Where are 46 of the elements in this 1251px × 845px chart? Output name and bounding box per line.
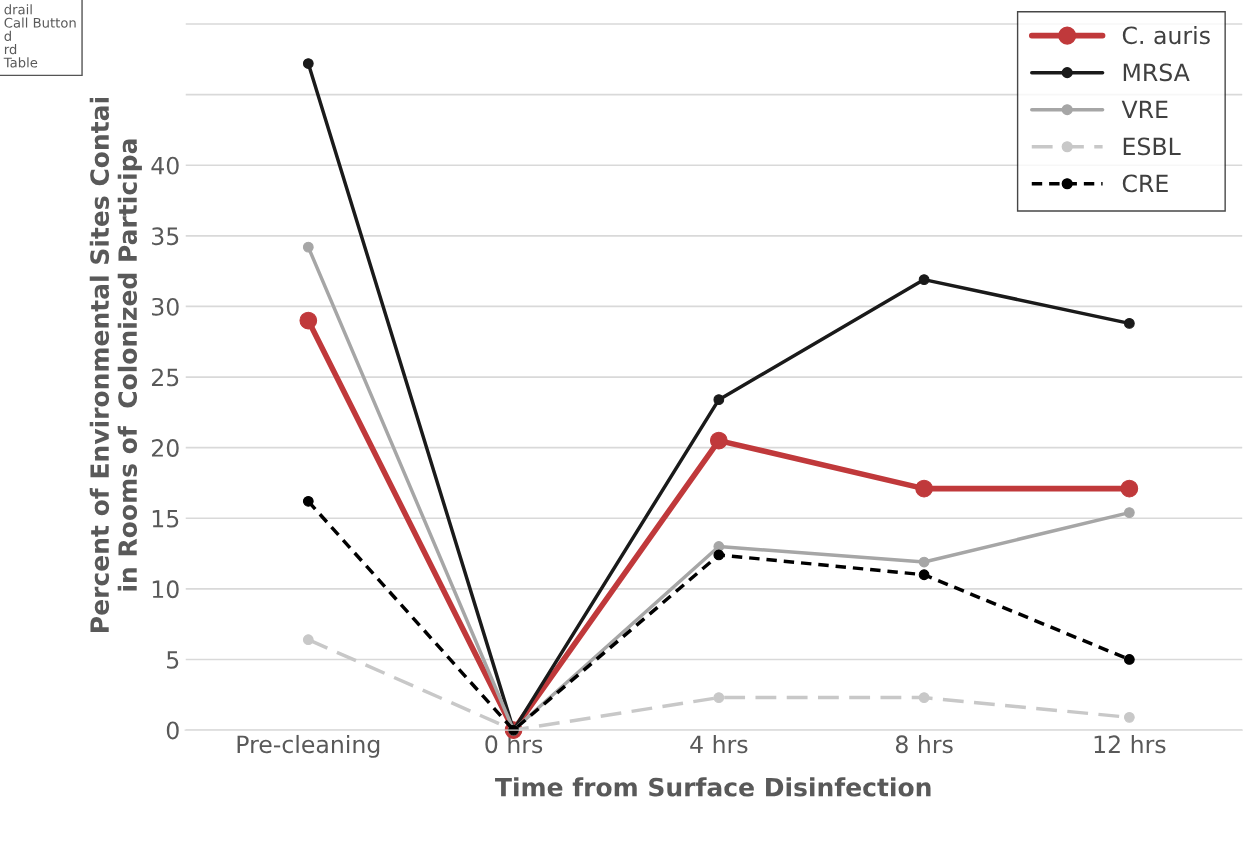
y-tick-label: 30 xyxy=(152,297,179,316)
x-tick-label: 8 hrs xyxy=(895,734,953,754)
point xyxy=(1123,507,1135,518)
y-tick-label: 5 xyxy=(167,651,179,669)
point xyxy=(1123,318,1135,329)
point xyxy=(918,692,930,703)
x-tick-label: 4 hrs xyxy=(690,734,748,754)
point xyxy=(713,541,725,552)
y-tick-label: 0 xyxy=(166,721,179,740)
y-tick-label: 10 xyxy=(152,580,179,599)
x-tick-label: Pre-cleaning xyxy=(237,734,380,758)
legend-label: CRE xyxy=(1122,174,1168,193)
y-tick-label: 35 xyxy=(152,227,179,246)
x-tick-label: 0 hrs xyxy=(485,734,543,754)
x-tick-label: 12 hrs xyxy=(1094,734,1166,754)
y-tick-label: 40 xyxy=(151,156,179,175)
point xyxy=(1120,479,1139,498)
point xyxy=(299,311,318,330)
y-tick-label: 15 xyxy=(152,510,179,528)
point xyxy=(302,495,314,507)
point xyxy=(918,274,930,285)
point xyxy=(915,479,933,498)
point xyxy=(713,549,725,561)
legend-label: C. auris xyxy=(1122,25,1210,45)
point xyxy=(918,569,930,581)
y-axis-title: Percent of Environmental Sites Contai in Rooms of Colonized Participa xyxy=(89,97,142,632)
point xyxy=(713,692,725,703)
point xyxy=(302,58,314,69)
legend-label: MRSA xyxy=(1123,63,1190,82)
text: Table xyxy=(3,57,38,68)
y-tick-label: 20 xyxy=(151,439,179,457)
text: rd xyxy=(4,44,17,55)
text: drail xyxy=(4,4,32,15)
point xyxy=(1123,711,1135,723)
y-tick-label: 25 xyxy=(151,368,179,387)
legend-label: VRE xyxy=(1121,100,1168,118)
point xyxy=(918,556,930,568)
point xyxy=(713,394,725,406)
point xyxy=(709,431,728,450)
text: Call Button xyxy=(4,17,76,28)
text: d xyxy=(4,30,11,41)
point xyxy=(302,241,314,253)
x-axis-title: Time from Surface Disinfection xyxy=(495,777,931,797)
point xyxy=(1123,654,1135,665)
legend-label: ESBL xyxy=(1123,137,1181,156)
point xyxy=(302,634,314,646)
